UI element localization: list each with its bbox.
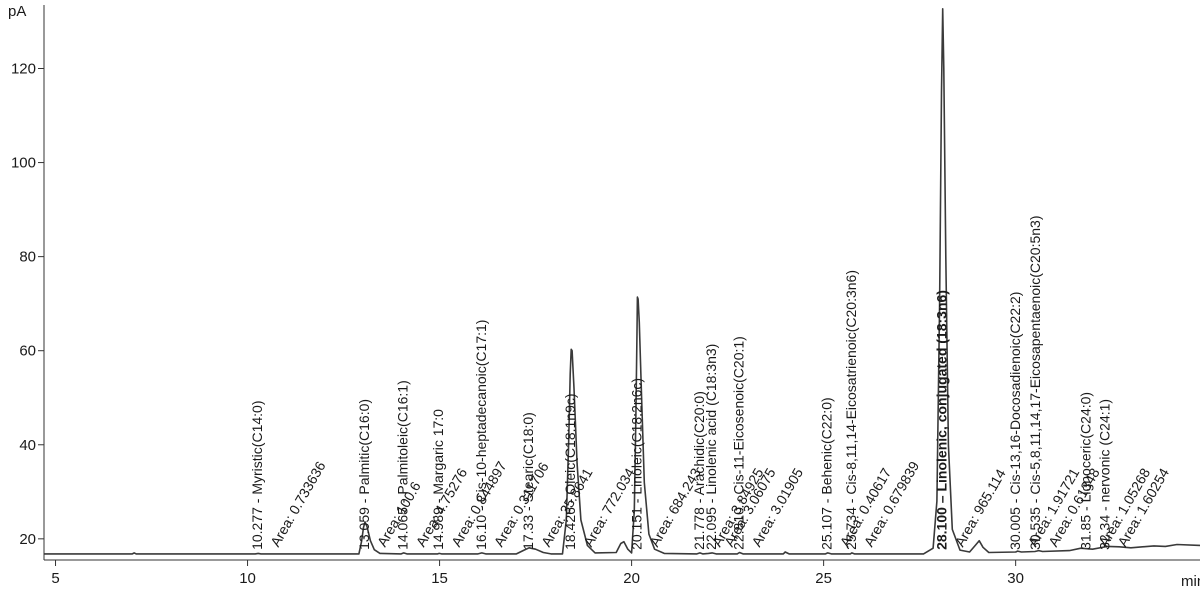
peak-label: 18.426 - Oleic(C18:1n9c) — [562, 393, 578, 549]
peak-label: 32.34 - nervonic (C24:1) — [1097, 399, 1113, 550]
peak-label: 20.151 - Linoleic(C18:2n6c) — [628, 378, 644, 550]
peak-area-label: Area: 0.733636 — [267, 458, 329, 549]
chromatogram-trace — [44, 8, 1200, 555]
peak-label: 21.778 - Arachidic(C20:0) — [691, 391, 707, 550]
peak-label: 13.059 - Palmitic(C16:0) — [356, 399, 372, 550]
peak-label: 17.33 - Stearic(C18:0) — [520, 412, 536, 550]
peak-label: 30.005 - Cis-13,16-Docosadienoic(C22:2) — [1007, 292, 1023, 550]
y-ticks: 20 40 60 80 100 120 — [11, 60, 44, 548]
y-axis-unit-label: pA — [8, 3, 26, 20]
peak-annotation: 25.734 - Cis-8,11,14-Eicosatrienoic(C20:… — [843, 270, 923, 550]
y-tick-label: 20 — [19, 531, 36, 548]
peak-label: 14.989 - Margaric 17:0 — [430, 409, 446, 550]
peak-annotation: 17.33 - Stearic(C18:0) Area: 35.8641 — [520, 412, 596, 550]
x-axis-unit-label: min — [1181, 573, 1200, 590]
peak-label: 22.095 - Linolenic acid (C18:3n3) — [703, 344, 719, 550]
peak-annotation: 16.10 - Cis-10-heptadecanoic(C17:1) Area:… — [473, 320, 552, 550]
peak-annotation: 22.810 - Cis-11-Eicosenoic(C20:1) Area: 3… — [731, 336, 807, 550]
x-tick-label: 10 — [239, 570, 256, 587]
peak-label: 22.810 - Cis-11-Eicosenoic(C20:1) — [731, 336, 747, 550]
peak-annotations: 10.277 - Myristic(C14:0) Area: 0.733636 13… — [249, 215, 1172, 549]
peak-annotation: 10.277 - Myristic(C14:0) Area: 0.733636 — [249, 401, 329, 550]
y-tick-label: 60 — [19, 343, 36, 360]
x-tick-label: 20 — [623, 570, 640, 587]
peak-annotation: 28.100 – Linolenic, conjugated (18:3n6) A… — [934, 290, 1009, 550]
peak-label: 16.10 - Cis-10-heptadecanoic(C17:1) — [473, 320, 489, 550]
peak-label: 10.277 - Myristic(C14:0) — [249, 401, 265, 550]
peak-annotation: 13.059 - Palmitic(C16:0) Area: 100.6 — [356, 399, 424, 550]
peak-annotation: 18.426 - Oleic(C18:1n9c) Area: 772.034 — [562, 393, 638, 549]
y-tick-label: 80 — [19, 249, 36, 266]
peak-label: 28.100 – Linolenic, conjugated (18:3n6) — [934, 290, 950, 550]
y-tick-label: 100 — [11, 155, 36, 172]
y-tick-label: 40 — [19, 437, 36, 454]
x-ticks: 5 10 15 20 25 30 — [51, 560, 1024, 587]
x-tick-label: 25 — [815, 570, 832, 587]
peak-label: 25.107 - Behenic(C22:0) — [819, 397, 835, 550]
peak-label: 30.535 - Cis-5,8,11,14,17-Eicosapentaeno… — [1027, 215, 1043, 549]
peak-label: 31.85 - Lignoceric(C24:0) — [1078, 392, 1094, 550]
peak-area-label: Area: 965.114 — [951, 466, 1008, 549]
peak-annotation: 31.85 - Lignoceric(C24:0) Area: 1.05268 — [1078, 392, 1154, 550]
axes — [43, 5, 1200, 561]
x-tick-label: 30 — [1007, 570, 1024, 587]
peak-label: 25.734 - Cis-8,11,14-Eicosatrienoic(C20:… — [843, 270, 859, 550]
y-tick-label: 120 — [11, 60, 36, 77]
peak-label: 14.065 - Palmitoleic(C16:1) — [395, 380, 411, 550]
x-tick-label: 5 — [51, 570, 59, 587]
x-tick-label: 15 — [431, 570, 448, 587]
